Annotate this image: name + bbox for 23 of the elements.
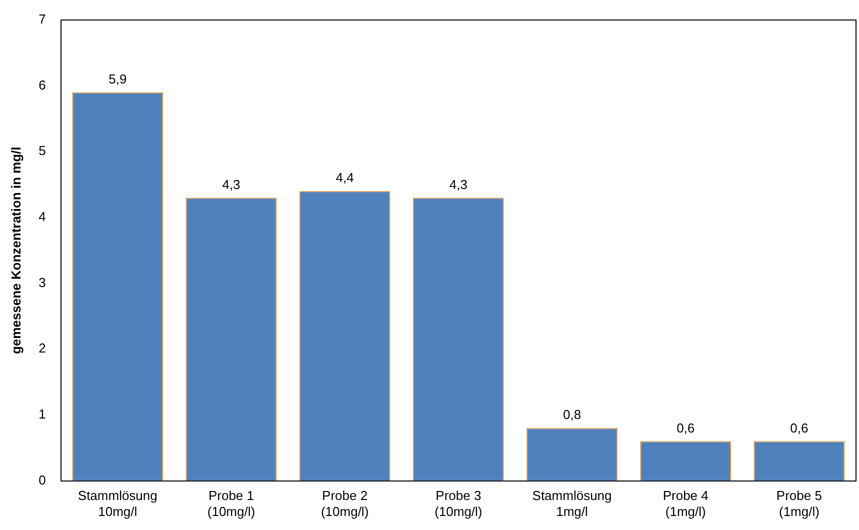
y-tick-label: 2 (38, 340, 46, 356)
y-tick-label: 3 (38, 274, 46, 290)
data-label: 4,4 (336, 170, 354, 186)
y-axis-title: gemessene Konzentration in mg/l (8, 146, 24, 354)
data-label: 0,8 (562, 407, 582, 422)
data-label: 4,3 (222, 176, 240, 192)
y-tick-label: 5 (38, 143, 46, 158)
y-tick-label: 4 (38, 209, 46, 224)
x-tick-label: Probe 1 (10mg/l) (207, 488, 256, 519)
x-tick-label: Stammlösung 10mg/l (78, 488, 158, 519)
data-label: 0,6 (676, 420, 695, 436)
data-label: 4,3 (449, 176, 468, 192)
y-tick-label: 6 (38, 77, 46, 92)
x-tick-label: Probe 4 (1mg/l) (662, 488, 708, 519)
data-label: 0,6 (790, 420, 808, 436)
x-tick-label: Stammlösung 1mg/l (532, 488, 612, 519)
y-tick-label: 0 (38, 472, 46, 488)
x-tick-label: Probe 2 (10mg/l) (320, 488, 369, 519)
y-tick-label: 1 (38, 406, 46, 422)
x-tick-label: Probe 3 (10mg/l) (434, 488, 482, 519)
data-label: 5,9 (108, 71, 127, 86)
y-tick-label: 7 (38, 12, 46, 27)
x-tick-label: Probe 5 (1mg/l) (776, 488, 822, 519)
